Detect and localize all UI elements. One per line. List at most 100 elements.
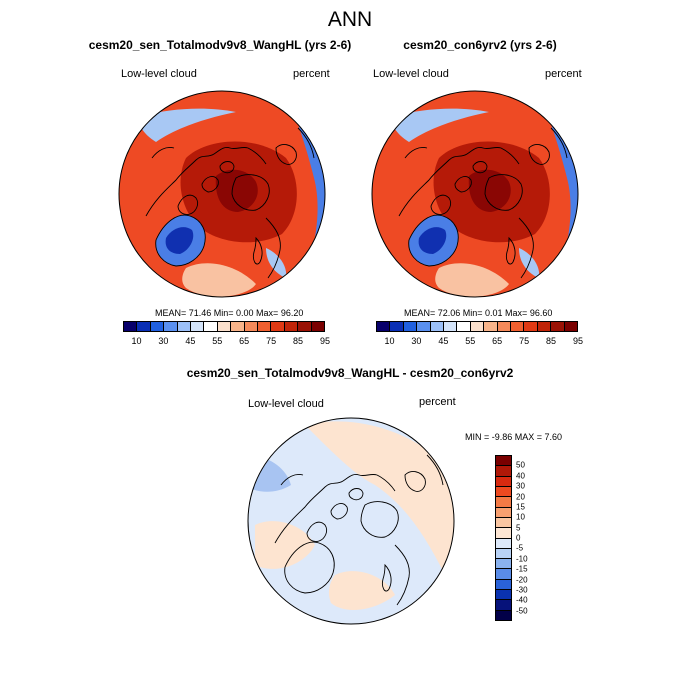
panel-2-colorbar [376, 321, 578, 332]
panel-2-colorbar-swatch [403, 322, 418, 331]
panel-3-colorbar-tick-label: 20 [516, 492, 525, 501]
panel-1-coastline [253, 236, 263, 265]
panel-3-colorbar-swatch [496, 507, 511, 518]
panel-2-greenland-core [418, 227, 447, 254]
panel-3-coastline [330, 503, 348, 520]
panel-3-colorbar-swatch [496, 610, 511, 620]
panel-1-colorbar-swatch [150, 322, 165, 331]
panel-3-coastline [382, 563, 392, 592]
panel-2-colorbar-swatch [430, 322, 445, 331]
panel-1-stats: MEAN= 71.46 Min= 0.00 Max= 96.20 [155, 308, 304, 318]
panel-1-colorbar-swatch [298, 322, 312, 331]
panel-1-colorbar-swatch [258, 322, 272, 331]
panel-3-colorbar-tick-label: -15 [516, 564, 528, 574]
panel-3-coastline [394, 544, 410, 606]
panel-1-polar-map [118, 90, 326, 298]
panel-1-colorbar-swatch [204, 322, 218, 331]
panel-2-colorbar-swatch [390, 322, 404, 331]
panel-1-colorbar-tick-label: 55 [212, 336, 223, 346]
panel-1-colorbar-tick-label: 95 [319, 336, 331, 346]
panel-3-coastline [360, 501, 399, 538]
panel-3-colorbar-swatch [496, 466, 511, 477]
panel-3-colorbar-tick-label: -10 [516, 554, 528, 564]
panel-3-colorbar-swatch [496, 486, 511, 498]
panel-2-colorbar-tick-label: 65 [492, 336, 503, 346]
panel-2-colorbar-tick-label: 55 [465, 336, 476, 346]
panel-1-dark-center [215, 169, 258, 212]
panel-3-colorbar-tick-label: 30 [516, 481, 525, 491]
panel-1-colorbar-tick-label: 85 [293, 336, 304, 346]
panel-2-light-patch [389, 108, 489, 142]
panel-3-field [248, 418, 454, 624]
panel-2-colorbar-swatch [457, 322, 471, 331]
panel-2-colorbar-swatch [511, 322, 525, 331]
panel-1-colorbar-swatch [164, 322, 178, 331]
panel-1-light-patch-south [182, 263, 256, 297]
panel-3-colorbar-tick-label: 5 [516, 523, 521, 533]
panel-3-polar-map [247, 417, 455, 625]
panel-2-colorbar-tick-label: 95 [572, 336, 584, 346]
panel-2-coastline [472, 161, 488, 174]
panel-1-field [119, 91, 325, 297]
panel-2-units-label: percent [545, 68, 582, 80]
panel-1-units-label: percent [293, 68, 330, 80]
panel-1-coastline [219, 161, 235, 174]
panel-2-colorbar-swatch [470, 322, 485, 331]
panel-3-positive-s [328, 571, 395, 610]
panel-3-coastline [274, 473, 396, 544]
panel-3-greenland-coast [284, 541, 335, 594]
panel-3-colorbar-swatch [496, 579, 511, 591]
panel-3-stats: MIN = -9.86 MAX = 7.60 [465, 432, 563, 442]
panel-3-coastline [306, 521, 328, 542]
panel-1-coastline [177, 194, 199, 215]
panel-1-colorbar-swatch [217, 322, 232, 331]
panel-2-stats: MEAN= 72.06 Min= 0.01 Max= 96.60 [404, 308, 553, 318]
panel-2-colorbar-swatch [377, 322, 391, 331]
panel-1-variable-label: Low-level cloud [121, 68, 197, 80]
panel-3-colorbar-tick-label: 10 [516, 512, 525, 522]
panel-2-colorbar-swatch [524, 322, 538, 331]
panel-1-colorbar-tick-label: 75 [266, 336, 277, 346]
panel-3-colorbar-swatch [496, 497, 511, 508]
panel-1-colorbar-swatch [244, 322, 259, 331]
panel-1-coastline [201, 176, 219, 193]
panel-2-coastline [528, 144, 550, 165]
panel-3-colorbar [495, 455, 512, 621]
panel-1-coastline [151, 147, 175, 159]
panel-3-colorbar-swatch [496, 559, 511, 570]
panel-3-coastline [404, 471, 426, 492]
panel-1-colorbar-swatch [124, 322, 138, 331]
panel-2-coastline [484, 174, 523, 211]
panel-2-polar-map [371, 90, 579, 298]
panel-2-coastline [398, 146, 520, 217]
panel-3-units-label: percent [419, 396, 456, 408]
panel-2-coastline [430, 194, 452, 215]
panel-3-colorbar-tick-label: -20 [516, 575, 528, 584]
panel-2-colorbar-swatch [444, 322, 458, 331]
panel-3-colorbar-ticks: 50 40 30 20 15 10 5 0 -5 -10 -15 -20 -30 -40 -50 [516, 455, 546, 621]
panel-2-colorbar-swatch [417, 322, 431, 331]
panel-1-colorbar-swatch [137, 322, 151, 331]
panel-2-map-border [371, 90, 579, 298]
panel-3-colorbar-tick-label: 50 [516, 460, 525, 470]
panel-2-colorbar-swatch [537, 322, 552, 331]
panel-3-positive-w [255, 521, 315, 569]
panel-2-greenland-coast [408, 214, 459, 267]
panel-1-colorbar-tick-label: 65 [239, 336, 250, 346]
panel-1-coastline [297, 127, 315, 159]
panel-2-field [372, 91, 578, 297]
panel-3-colorbar-swatch [496, 590, 511, 601]
figure-title: ANN [327, 8, 373, 31]
panel-1-map-border [118, 90, 326, 298]
panel-2-coastline [550, 127, 568, 159]
panel-1-colorbar [123, 321, 325, 332]
panel-2-colorbar-tick-label: 85 [546, 336, 557, 346]
panel-1-colorbar-swatch [311, 322, 325, 331]
panel-3-colorbar-tick-label: 40 [516, 471, 525, 481]
panel-3-colorbar-swatch [496, 456, 511, 467]
panel-2-dark-center [468, 169, 511, 212]
panel-2-colorbar-tick-label: 45 [438, 336, 449, 346]
panel-2-colorbar-swatch [564, 322, 578, 331]
panel-3-map-border [247, 417, 455, 625]
panel-3-coastline [280, 474, 304, 486]
